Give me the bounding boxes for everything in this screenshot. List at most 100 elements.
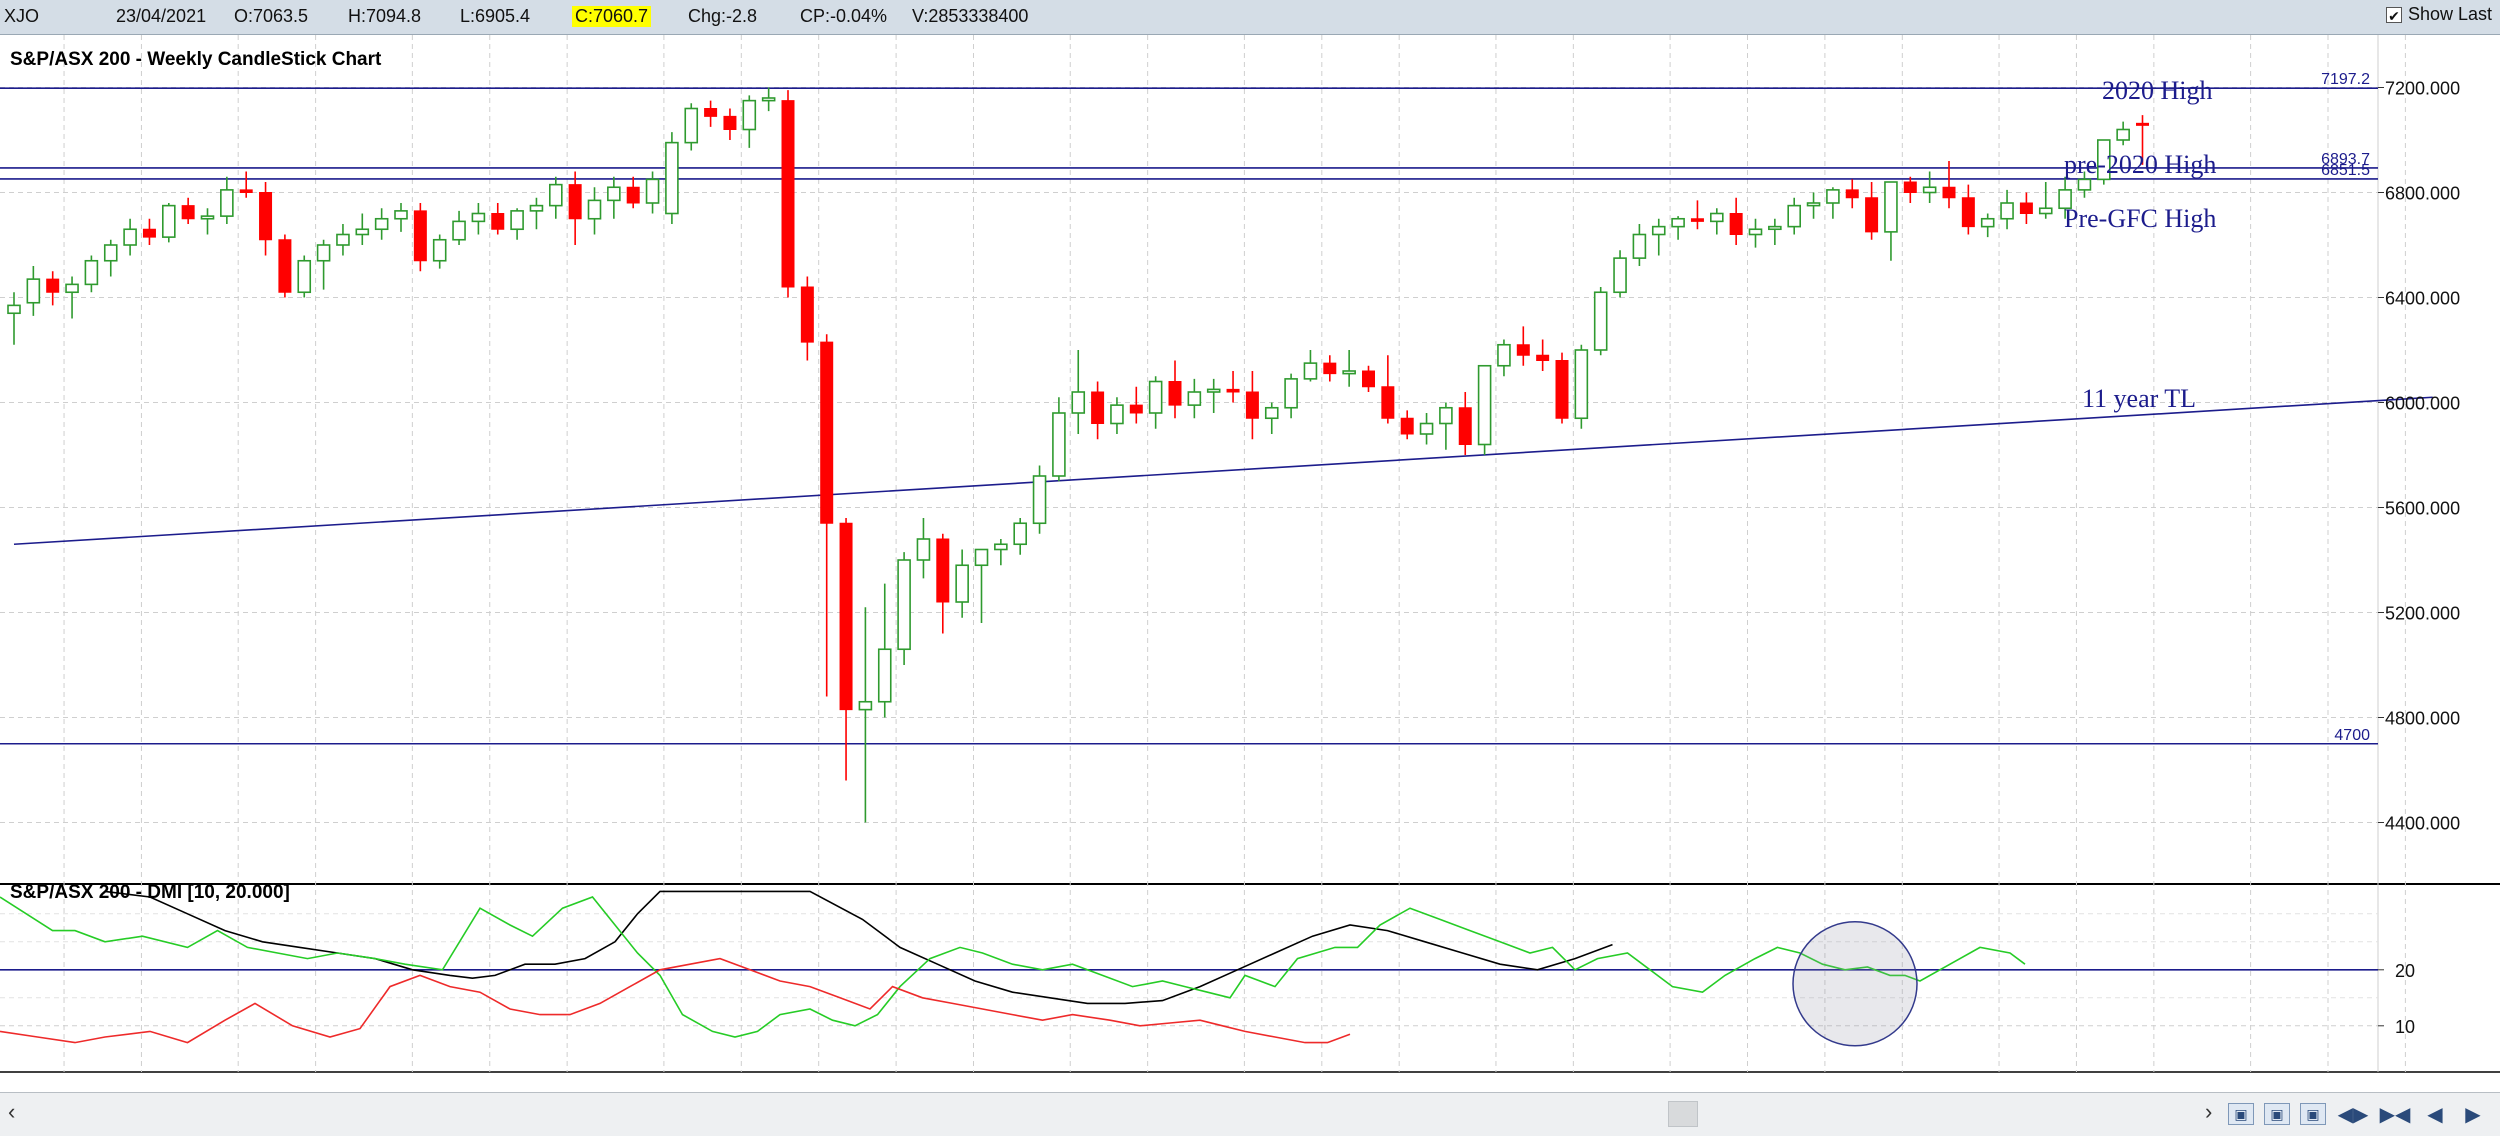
candle-body [1477,364,1492,446]
candle-body [1032,475,1047,525]
symbol-label: XJO [4,6,40,26]
candle-body [336,233,350,246]
zoom-fit-icon[interactable]: ▣ [2300,1103,2326,1125]
candle-body [491,213,505,230]
reference-value-label: 6893.7 [2321,151,2370,168]
candle-body [607,186,621,202]
dmi-tick-label: 10 [2395,1017,2415,1037]
candle-body [1284,378,1298,409]
candle-body [2097,139,2111,181]
price-chart-title: S&P/ASX 200 - Weekly CandleStick Chart [10,49,382,70]
candle-body [471,212,486,223]
candle-body [181,205,195,220]
candle-body [2038,207,2053,215]
x-tick-label: March [1828,1073,1878,1075]
candle-body [665,141,679,215]
x-tick-label: August [1247,1073,1303,1075]
checkbox-checked-icon[interactable]: ✔ [2385,6,2402,24]
x-tick-label: June [2079,1073,2118,1075]
show-last-label: Show Last [2407,4,2492,24]
x-tick-label: June [1073,1073,1112,1075]
x-tick-label: April [899,1073,935,1075]
candle-body [1052,412,1066,477]
candle-body [548,183,563,207]
x-tick-label: October [415,1073,479,1075]
x-tick-label: June [67,1073,106,1075]
candle-body [742,99,757,131]
scroll-left-arrow-icon[interactable]: ‹ [8,1099,16,1124]
arrow-right-icon[interactable]: › [2205,1099,2213,1124]
candle-body [2058,189,2072,210]
x-tick-label: Dec [570,1073,602,1075]
candle-body [1768,225,1782,231]
candle-body [877,648,892,703]
y-tick-label: 7200.000 [2385,79,2460,99]
candle-body [1593,291,1608,351]
candle-body [1516,344,1530,356]
dmi-lines [0,890,2026,1047]
scroll-thumb[interactable] [1668,1101,1698,1127]
zoom-in-icon[interactable]: ▣ [2228,1103,2254,1125]
candle-body [26,278,41,304]
candle-body [1110,404,1124,425]
candle-body [1729,213,1743,235]
candle-body [1071,391,1086,414]
candle-body [1497,343,1511,367]
candle-body [1690,218,1704,222]
candle-body [839,522,853,711]
y-tick-label: 5200.000 [2385,604,2460,624]
x-tick-label: November [493,1073,576,1075]
dmi-grid [0,913,2378,1027]
candle-body [297,259,312,294]
candle-body [897,559,911,651]
y-tick-label: 6800.000 [2385,184,2460,204]
x-tick-label: October [2408,1073,2472,1075]
candle-body [374,217,389,231]
candle-body [1613,257,1627,294]
change-label: Chg:-2.8 [688,6,758,26]
zoom-out-icon[interactable]: ▣ [2264,1103,2290,1125]
scroll-left-icon[interactable]: ◀ [2427,1103,2443,1126]
candle-body [1091,391,1105,424]
candle-body [103,244,118,262]
candle-body [1264,406,1279,420]
scroll-bar[interactable]: ‹ › ▣ ▣ ▣ ◀▶ ▶◀ ◀ ▶ [0,1092,2500,1136]
reference-value-label: 4700 [2334,727,2370,744]
x-tick-label: 2021 [1673,1073,1713,1075]
candle-body [587,199,602,220]
x-tick-label: July [1151,1073,1183,1075]
candle-body [239,189,253,193]
scroll-both-icon[interactable]: ◀▶ [2337,1103,2369,1126]
candle-body [220,189,234,217]
trend-line [13,396,2433,546]
candle-body [259,192,273,241]
candle-body [2116,128,2130,141]
candle-body [1400,417,1414,435]
candle-body [1013,522,1028,546]
candle-body [955,564,969,603]
show-last-toggle[interactable]: ✔ Show Last [2385,4,2492,25]
dmi-tick-label: 20 [2395,961,2415,981]
volume-label: V:2853338400 [912,6,1029,26]
x-tick-label: August [2254,1073,2310,1075]
candle-body [1651,225,1666,236]
low-label: L:6905.4 [460,6,531,26]
chart-area[interactable]: June July August Sep October NovemberDec 2020 F… [0,35,2500,1075]
candle-body [1458,407,1472,445]
highlight-circle [1792,921,1918,1047]
candle-body [1748,228,1763,236]
scroll-end-icon[interactable]: ▶◀ [2379,1103,2411,1126]
candle-body [65,283,79,294]
dmi-series-line [104,890,1613,1005]
candle-body [1439,406,1453,425]
candle-body [916,538,931,561]
candle-body [84,259,99,286]
candle-body [820,341,834,524]
candle-body [723,115,737,130]
x-tick-label: Nov [1499,1073,1531,1075]
scroll-right-icon[interactable]: ▶ [2465,1103,2481,1126]
candle-body [2000,202,2014,220]
annotation-label: 2020 High [2102,76,2213,105]
annotation-label: pre-2020 High [2064,150,2216,179]
candle-body [278,239,292,293]
